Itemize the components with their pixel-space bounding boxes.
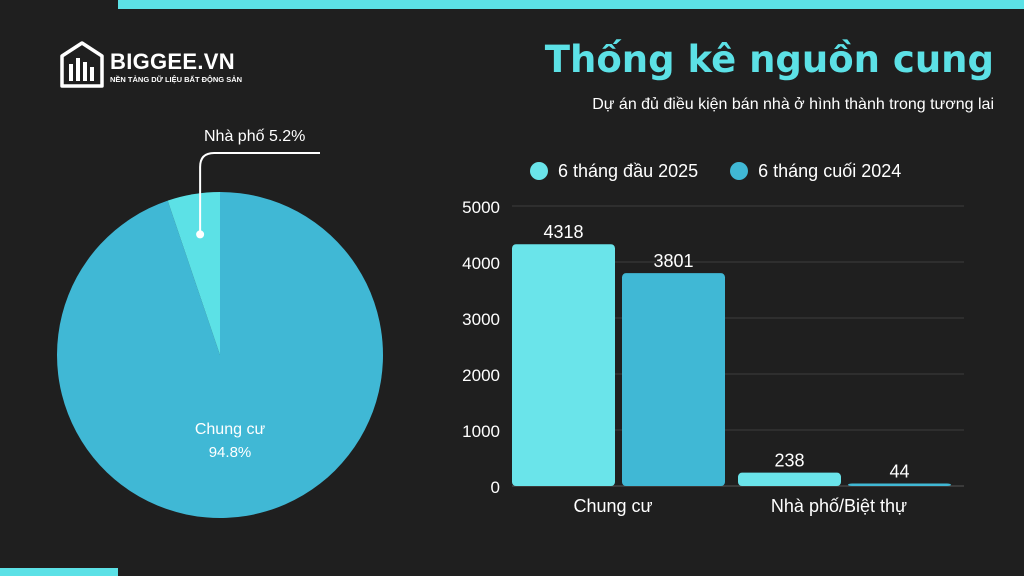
y-tick-label-1000: 1000 xyxy=(462,422,500,441)
x-category-label-0: Chung cư xyxy=(573,496,652,516)
bar-0-series-1[interactable] xyxy=(622,273,725,486)
bottom-accent-bar xyxy=(0,568,118,576)
y-tick-label-0: 0 xyxy=(491,478,500,497)
legend-item-series-a: 6 tháng đầu 2025 xyxy=(530,161,698,182)
bar-value-label-0-0: 4318 xyxy=(543,222,583,242)
y-tick-label-4000: 4000 xyxy=(462,254,500,273)
legend-swatch-series-a xyxy=(530,162,548,180)
legend-item-series-b: 6 tháng cuối 2024 xyxy=(730,161,901,182)
bar-value-label-0-1: 3801 xyxy=(653,251,693,271)
legend-label-series-a: 6 tháng đầu 2025 xyxy=(558,160,699,181)
pie-slice-nha-pho[interactable] xyxy=(167,192,220,355)
y-tick-label-2000: 2000 xyxy=(462,366,500,385)
brand-tagline: NỀN TẢNG DỮ LIỆU BẤT ĐỘNG SẢN xyxy=(110,75,243,84)
building-logo-icon xyxy=(60,41,104,88)
y-tick-label-3000: 3000 xyxy=(462,310,500,329)
y-tick-label-5000: 5000 xyxy=(462,198,500,217)
bar-value-label-1-1: 44 xyxy=(889,462,909,482)
bar-0-series-0[interactable] xyxy=(512,244,615,486)
pie-callout-dot xyxy=(196,230,205,239)
pie-callout-line xyxy=(199,152,320,235)
page-subtitle: Dự án đủ điều kiện bán nhà ở hình thành … xyxy=(592,96,994,113)
brand-logo[interactable]: BIGGEE.VN NỀN TẢNG DỮ LIỆU BẤT ĐỘNG SẢN xyxy=(58,40,258,92)
legend-label-series-b: 6 tháng cuối 2024 xyxy=(758,160,902,181)
pie-callout-label: Nhà phố 5.2% xyxy=(204,128,305,145)
page-title: Thống kê nguồn cung xyxy=(544,38,994,81)
bar-chart-legend: 6 tháng đầu 2025 6 tháng cuối 2024 xyxy=(530,160,933,182)
pie-slice-chung-cu[interactable] xyxy=(56,192,383,518)
pie-label-chung-cu: Chung cư xyxy=(195,421,266,438)
bar-value-label-1-0: 238 xyxy=(774,451,804,471)
bar-1-series-1[interactable] xyxy=(848,483,951,486)
brand-name: BIGGEE.VN xyxy=(110,49,235,74)
bar-1-series-0[interactable] xyxy=(738,472,841,486)
x-category-label-1: Nhà phố/Biệt thự xyxy=(771,496,907,516)
pie-value-chung-cu: 94.8% xyxy=(209,444,252,461)
legend-swatch-series-b xyxy=(730,162,749,180)
top-accent-bar xyxy=(118,0,1024,9)
